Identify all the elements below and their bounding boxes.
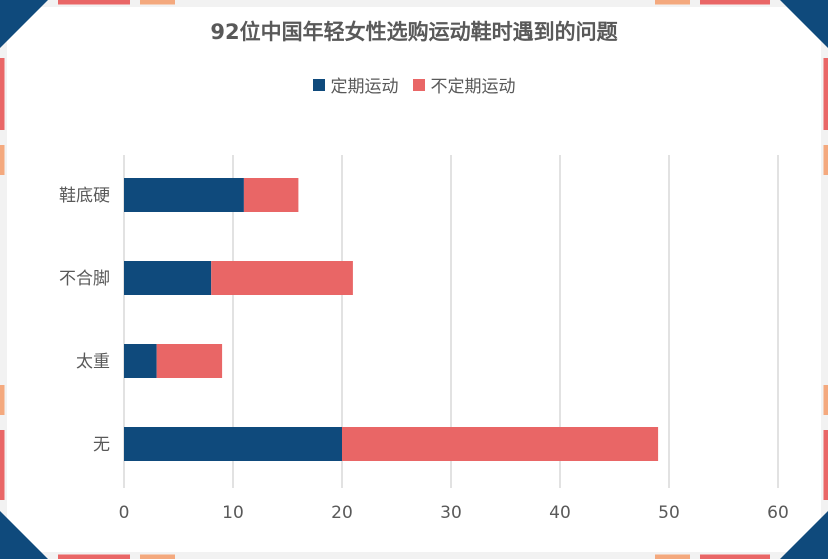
bar-irregular-0 xyxy=(243,178,299,212)
legend-label-regular: 定期运动 xyxy=(330,77,399,97)
x-tick-label: 60 xyxy=(767,503,789,523)
bar-regular-2 xyxy=(124,344,157,378)
bar-regular-1 xyxy=(124,261,212,295)
legend-swatch-regular xyxy=(312,78,325,91)
legend-swatch-irregular xyxy=(412,78,425,91)
bar-regular-0 xyxy=(124,178,244,212)
chart-title: 92位中国年轻女性选购运动鞋时遇到的问题 xyxy=(210,20,618,44)
y-category-label: 太重 xyxy=(76,352,110,372)
x-tick-label: 50 xyxy=(658,503,680,523)
corner-top-left xyxy=(0,0,48,48)
y-category-label: 不合脚 xyxy=(59,269,110,289)
legend-item-regular: 定期运动 xyxy=(312,72,399,97)
corner-bottom-right xyxy=(780,511,828,559)
corner-bottom-left xyxy=(0,511,48,559)
x-tick-label: 10 xyxy=(222,503,244,523)
corner-top-right xyxy=(780,0,828,48)
legend: 定期运动 不定期运动 xyxy=(0,72,828,97)
y-category-label: 鞋底硬 xyxy=(59,186,110,206)
x-tick-label: 40 xyxy=(549,503,571,523)
x-tick-label: 30 xyxy=(440,503,462,523)
legend-item-irregular: 不定期运动 xyxy=(412,72,516,97)
bar-irregular-1 xyxy=(211,261,353,295)
bar-irregular-3 xyxy=(342,427,659,461)
y-category-label: 无 xyxy=(93,435,110,455)
legend-label-irregular: 不定期运动 xyxy=(430,77,516,97)
x-tick-label: 0 xyxy=(119,503,130,523)
x-tick-label: 20 xyxy=(331,503,353,523)
bar-regular-3 xyxy=(124,427,342,461)
bar-irregular-2 xyxy=(156,344,223,378)
